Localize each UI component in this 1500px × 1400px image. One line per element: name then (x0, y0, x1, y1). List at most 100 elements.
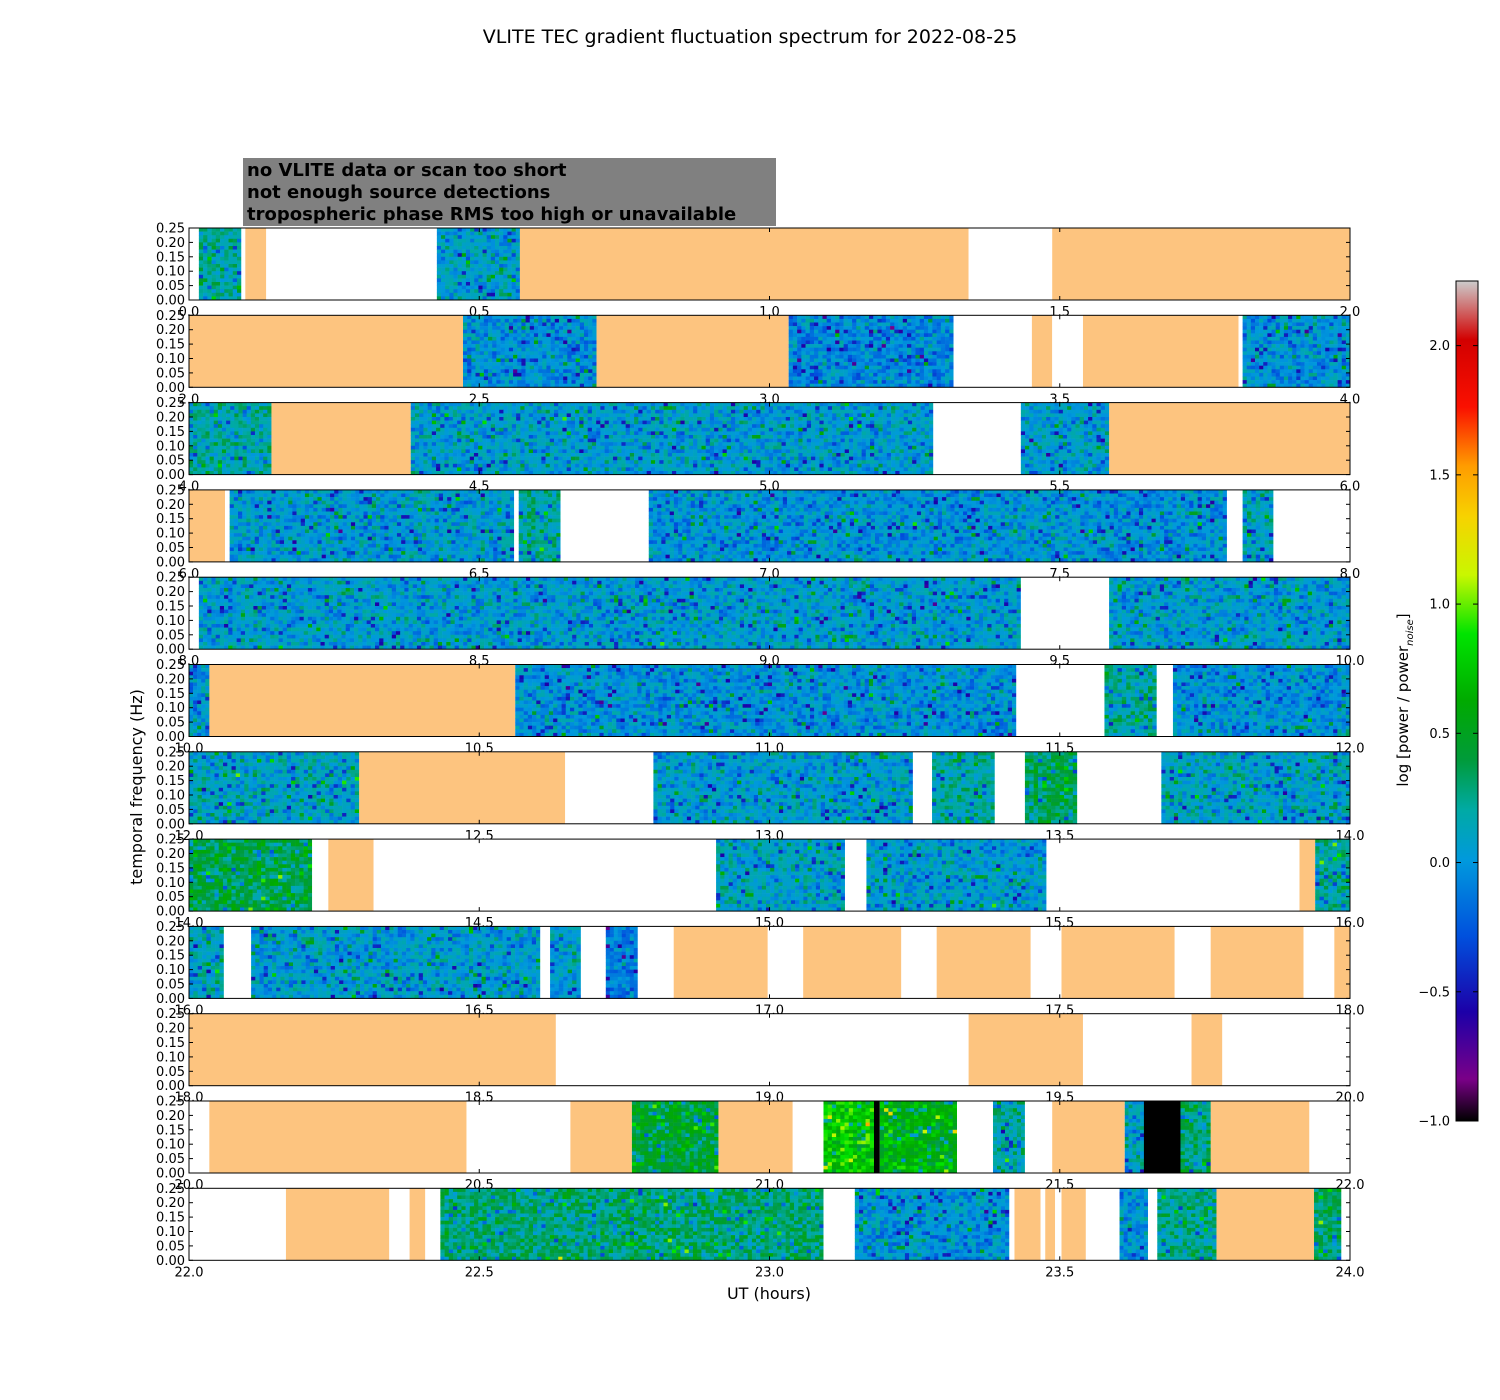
spectrum-cell (819, 428, 824, 432)
spectrum-cell (773, 428, 778, 432)
spectrum-cell (584, 435, 589, 439)
spectrum-cell (1255, 333, 1259, 337)
spectrum-cell (237, 289, 242, 293)
spectrum-cell (841, 421, 846, 425)
spectrum-cell (562, 435, 567, 439)
spectrum-cell (584, 377, 588, 381)
spectrum-cell (538, 319, 542, 323)
spectrum-cell (207, 246, 212, 250)
spectrum-cell (521, 351, 525, 355)
spectrum-cell (216, 289, 221, 293)
spectrum-cell (499, 271, 503, 275)
spectrum-cell (857, 453, 862, 457)
spectrum-cell (848, 337, 853, 341)
spectrum-cell (1333, 373, 1337, 377)
spectrum-cell (811, 406, 816, 410)
spectrum-cell (555, 315, 559, 319)
spectrum-cell (831, 326, 836, 330)
spectrum-cell (949, 377, 954, 381)
spectrum-cell (760, 431, 765, 435)
spectrum-cell (1251, 373, 1255, 377)
spectrum-cell (937, 337, 942, 341)
spectrum-cell (512, 228, 516, 232)
spectrum-cell (841, 442, 846, 446)
spectrum-cell (793, 351, 798, 355)
spectrum-cell (495, 282, 499, 286)
spectrum-cell (782, 457, 787, 461)
spectrum-cell (769, 457, 774, 461)
spectrum-cell (1309, 373, 1313, 377)
spectrum-cell (453, 428, 458, 432)
spectrum-cell (526, 377, 530, 381)
spectrum-cell (495, 286, 499, 290)
spectrum-cell (617, 431, 622, 435)
spectrum-cell (878, 435, 883, 439)
spectrum-cell (1313, 366, 1317, 370)
spectrum-cell (676, 457, 681, 461)
spectrum-cell (533, 413, 538, 417)
spectrum-cell (907, 373, 912, 377)
spectrum-cell (735, 403, 740, 407)
spectrum-cell (255, 442, 259, 446)
spectrum-cell (453, 449, 458, 453)
spectrum-cell (533, 417, 538, 421)
spectrum-cell (928, 373, 933, 377)
spectrum-cell (495, 449, 500, 453)
spectrum-cell (886, 337, 891, 341)
spectrum-cell (1243, 315, 1247, 319)
spectrum-cell (895, 403, 900, 407)
spectrum-cell (883, 406, 888, 410)
spectrum-cell (760, 417, 765, 421)
spectrum-cell (1325, 315, 1329, 319)
spectrum-cell (243, 413, 247, 417)
spectrum-cell (856, 351, 861, 355)
spectrum-cell (229, 239, 234, 243)
spectrum-cell (463, 315, 467, 319)
spectrum-cell (899, 366, 904, 370)
spectrum-cell (818, 333, 823, 337)
spectrum-cell (710, 439, 715, 443)
spectrum-cell (765, 446, 770, 450)
spectrum-cell (874, 439, 879, 443)
spectrum-cell (222, 453, 226, 457)
spectrum-cell (932, 319, 937, 323)
spectrum-cell (915, 377, 920, 381)
spectrum-cell (478, 410, 483, 414)
spectrum-cell (534, 333, 538, 337)
spectrum-cell (466, 260, 470, 264)
spectrum-cell (1263, 351, 1267, 355)
spectrum-cell (487, 275, 491, 279)
spectrum-cell (752, 457, 757, 461)
spectrum-cell (513, 341, 517, 345)
spectrum-cell (945, 377, 950, 381)
spectrum-cell (199, 268, 204, 272)
spectrum-cell (466, 282, 470, 286)
spectrum-cell (571, 442, 576, 446)
spectrum-cell (520, 435, 525, 439)
spectrum-cell (777, 446, 782, 450)
spectrum-cell (555, 377, 559, 381)
spectrum-cell (672, 424, 677, 428)
spectrum-cell (1243, 380, 1247, 384)
spectrum-cell (579, 449, 584, 453)
spectrum-cell (436, 439, 441, 443)
spectrum-cell (655, 442, 660, 446)
spectrum-cell (773, 446, 778, 450)
spectrum-cell (437, 242, 441, 246)
spectrum-cell (866, 446, 871, 450)
spectrum-cell (895, 421, 900, 425)
spectrum-cell (526, 333, 530, 337)
spectrum-cell (554, 417, 559, 421)
spectrum-cell (848, 326, 853, 330)
spectrum-cell (230, 403, 234, 407)
spectrum-cell (642, 403, 647, 407)
spectrum-cell (911, 344, 916, 348)
spectrum-cell (563, 362, 567, 366)
spectrum-cell (492, 330, 496, 334)
spectrum-cell (1292, 348, 1296, 352)
spectrum-cell (220, 271, 225, 275)
spectrum-cell (550, 406, 555, 410)
spectrum-cell (723, 417, 728, 421)
spectrum-cell (668, 428, 673, 432)
spectrum-cell (1243, 333, 1247, 337)
